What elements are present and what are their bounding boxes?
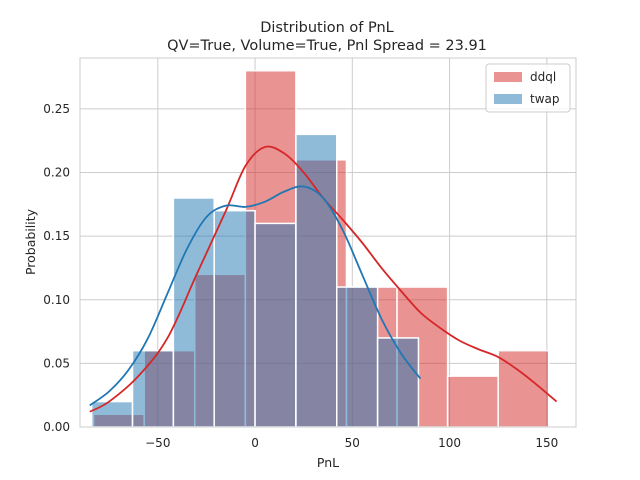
bar-ddql: [446, 375, 499, 428]
bar-twap: [336, 286, 379, 428]
kde-lines: [89, 145, 558, 413]
x-tick-label: −50: [145, 436, 170, 450]
legend-swatch-twap: [494, 94, 522, 104]
histogram-bars: [90, 69, 550, 428]
x-tick-label: 150: [535, 436, 558, 450]
y-tick-label: 0.00: [43, 420, 70, 434]
bar-twap: [254, 222, 297, 428]
y-tick-label: 0.10: [43, 293, 70, 307]
x-tick-labels: −50 0 50 100 150: [145, 436, 558, 450]
y-tick-label: 0.15: [43, 229, 70, 243]
y-tick-label: 0.25: [43, 102, 70, 116]
legend-label-twap: twap: [530, 92, 560, 106]
chart-title: Distribution of PnL: [260, 20, 394, 36]
bar-twap: [213, 209, 256, 428]
kde-line-ddql: [89, 145, 558, 413]
kde-line-twap: [89, 185, 422, 407]
x-tick-label: 0: [251, 436, 259, 450]
y-tick-label: 0.05: [43, 356, 70, 370]
legend: ddql twap: [485, 63, 571, 113]
y-tick-labels: 0.00 0.05 0.10 0.15 0.20 0.25: [43, 102, 70, 434]
y-tick-label: 0.20: [43, 166, 70, 180]
x-axis-label: PnL: [317, 455, 339, 470]
legend-swatch-ddql: [494, 72, 522, 82]
x-tick-label: 100: [438, 436, 461, 450]
plot-frame: [79, 57, 577, 428]
chart-subtitle: QV=True, Volume=True, Pnl Spread = 23.91: [167, 38, 487, 54]
bar-twap: [90, 400, 134, 428]
y-axis-label: Probability: [23, 208, 38, 275]
bar-twap: [376, 337, 420, 428]
x-tick-label: 50: [345, 436, 360, 450]
bar-twap: [295, 133, 338, 428]
legend-label-ddql: ddql: [530, 70, 556, 84]
bar-twap: [131, 349, 175, 428]
